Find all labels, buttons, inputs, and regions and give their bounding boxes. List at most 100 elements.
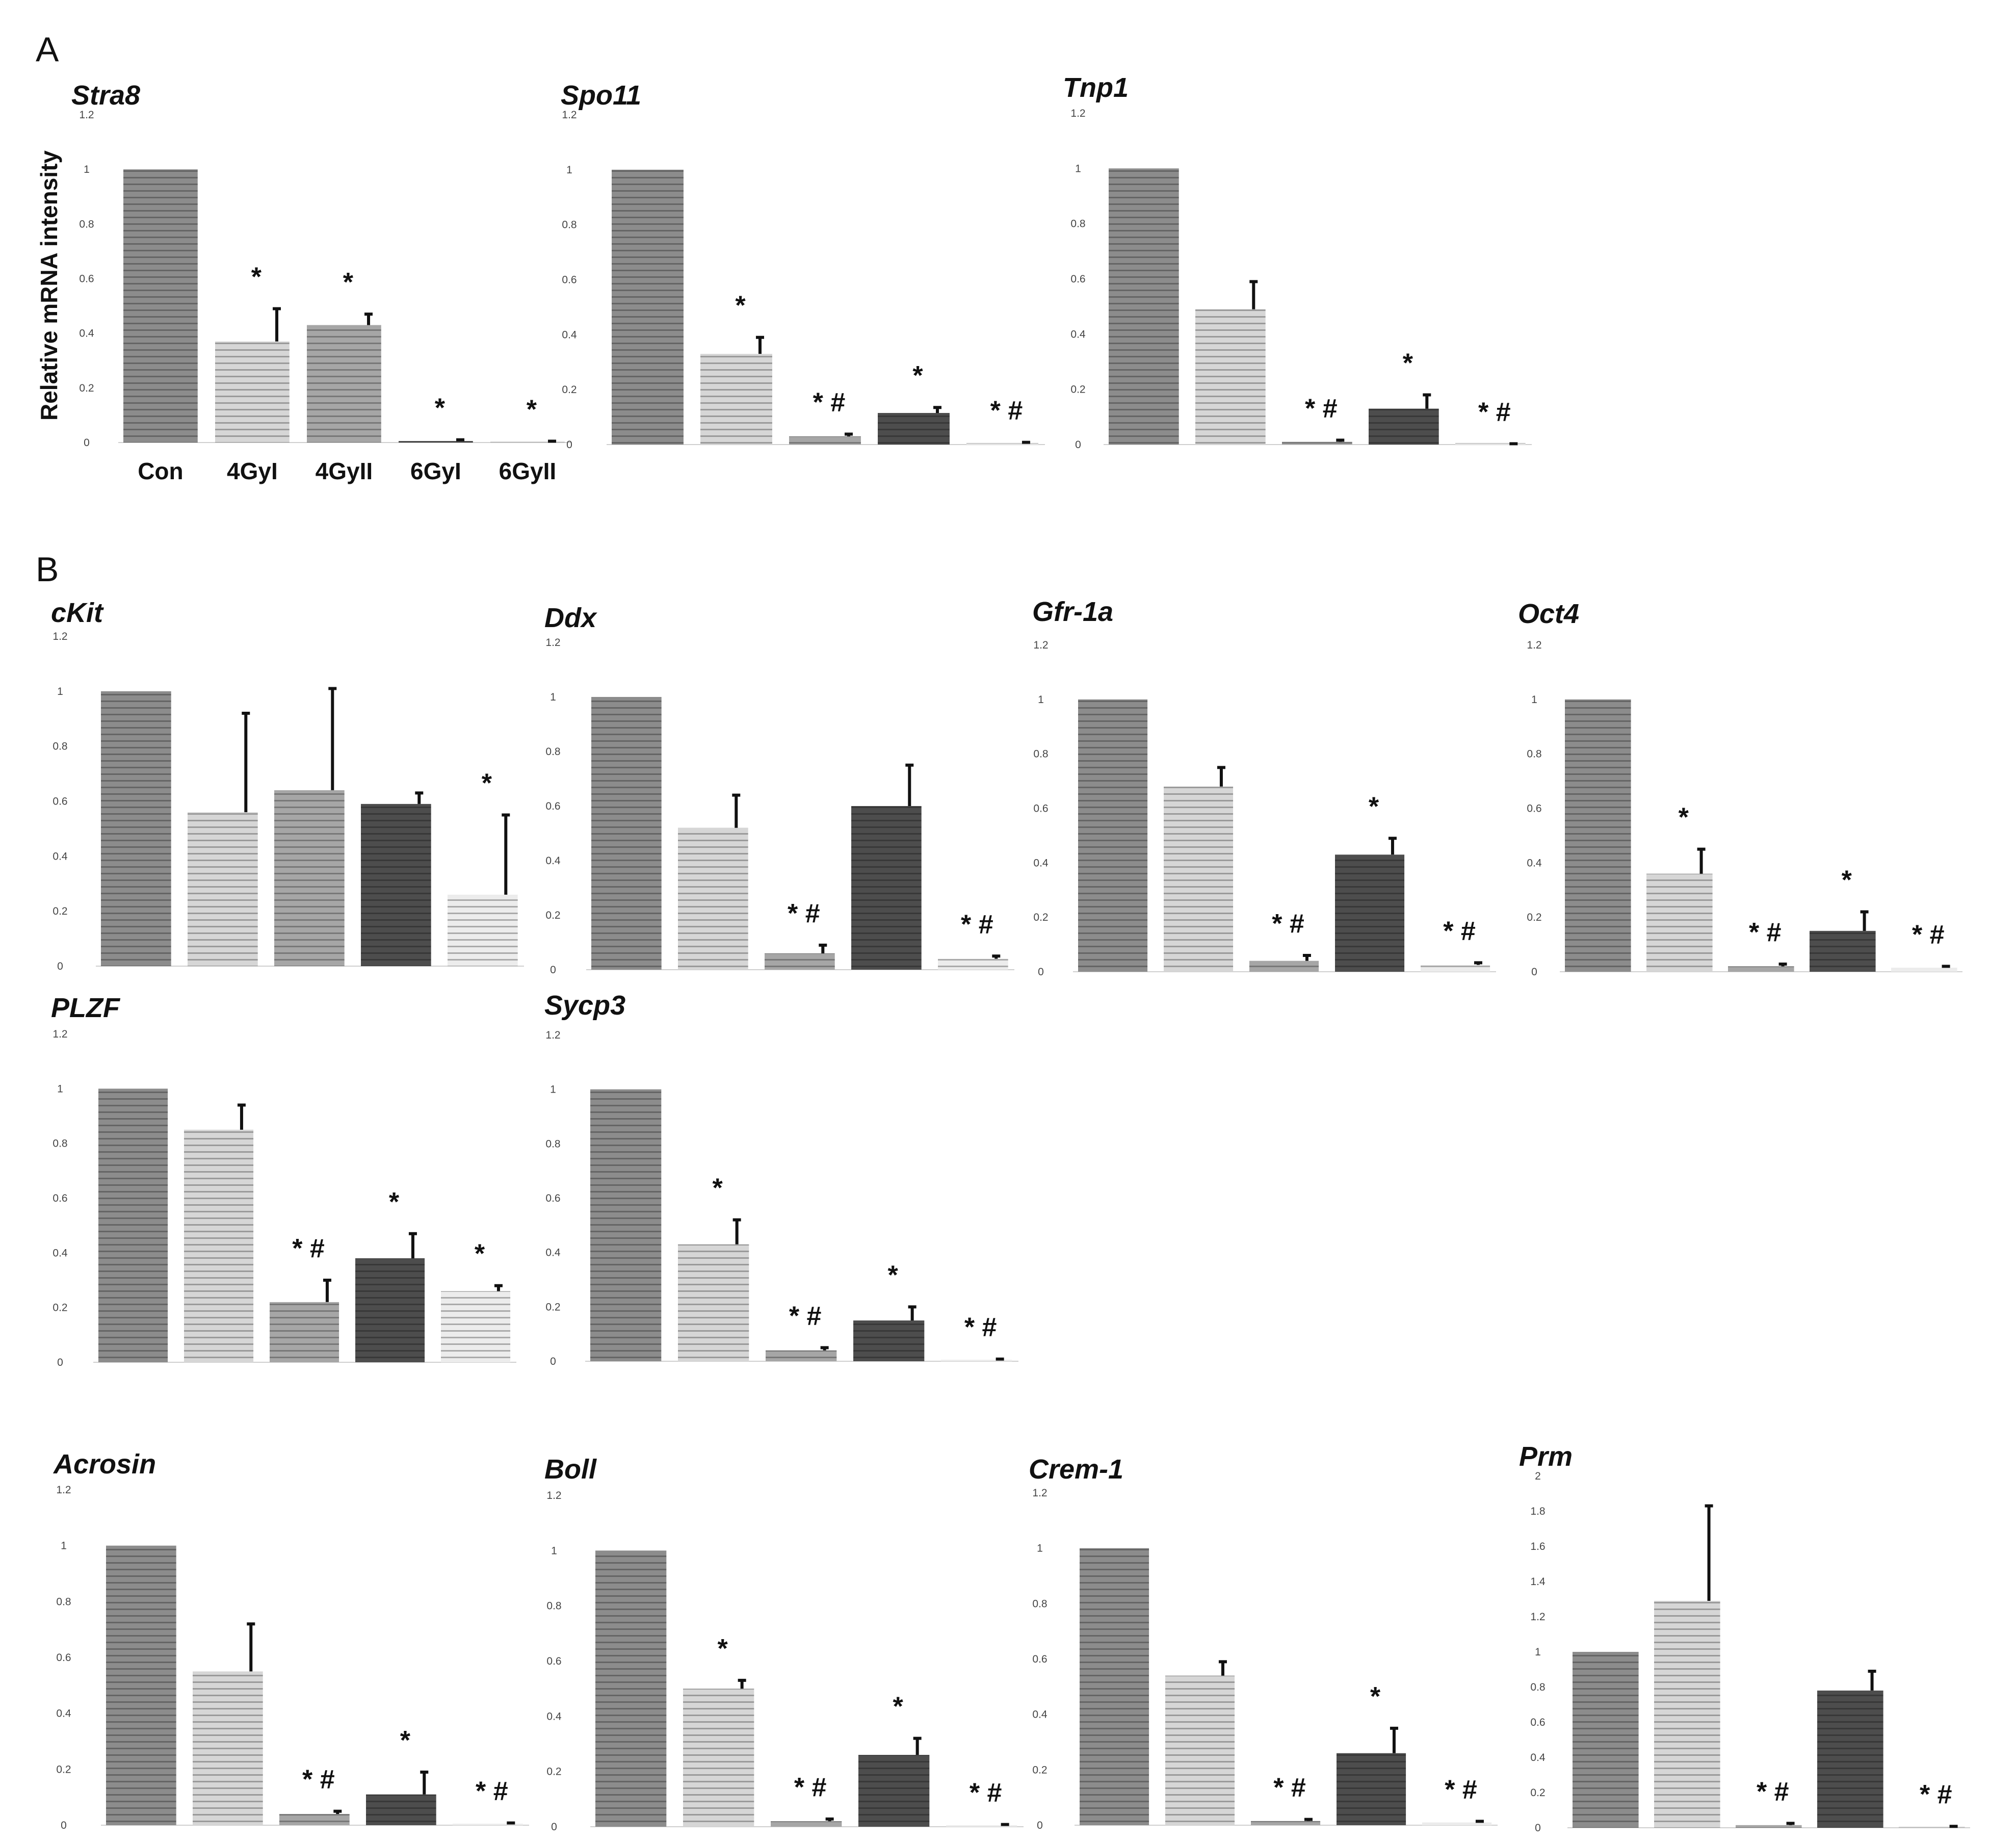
bar-con xyxy=(101,691,171,966)
bar-con xyxy=(590,1089,662,1361)
chart-prm: Prm 0 0.2 0.4 0.6 0.8 1 1.2 1.4 1.6 1.8 2 * # * # xyxy=(1519,1441,1970,1834)
y-tick-label: 1 xyxy=(57,1083,63,1095)
bar-4gyii xyxy=(279,1814,350,1825)
y-tick-label: 0.8 xyxy=(56,1596,71,1607)
significance-marker: * xyxy=(475,1239,485,1269)
bar-4gyii xyxy=(766,1350,837,1361)
significance-marker: * # xyxy=(1757,1777,1789,1806)
significance-marker: * xyxy=(343,268,354,297)
bar-6gyii xyxy=(966,443,1038,445)
chart-title: Tnp1 xyxy=(1063,72,1129,103)
bar-con xyxy=(612,169,684,445)
significance-marker: * # xyxy=(813,388,846,418)
significance-marker: * # xyxy=(789,1301,822,1331)
chart-title: Sycp3 xyxy=(544,990,625,1021)
bar-4gyi xyxy=(683,1689,754,1827)
significance-marker: * xyxy=(482,768,492,798)
significance-marker: * # xyxy=(476,1777,508,1806)
y-tick-label: 0.6 xyxy=(1032,1653,1047,1665)
bar-6gyii xyxy=(1899,1826,1965,1828)
bar-4gyi xyxy=(1195,309,1266,445)
panel-label-b: B xyxy=(36,550,59,589)
significance-marker: * # xyxy=(970,1778,1002,1808)
y-tick-label: 1.2 xyxy=(56,1484,71,1496)
bar-4gyi xyxy=(1165,1675,1235,1825)
significance-marker: * xyxy=(718,1634,728,1664)
y-tick-label: 0.6 xyxy=(79,273,94,285)
y-tick-label: 1.2 xyxy=(1530,1611,1545,1623)
y-tick-label: 0.8 xyxy=(53,1138,67,1150)
y-tick-label: 0.4 xyxy=(562,329,577,341)
y-tick-label: 1.2 xyxy=(546,1490,561,1501)
y-tick-label: 1.4 xyxy=(1530,1576,1546,1588)
bar-con xyxy=(595,1550,667,1827)
bar-6gyii xyxy=(938,958,1008,970)
chart-boll: Boll 0 0.2 0.4 0.6 0.8 1 1.2 * * # * * # xyxy=(544,1454,1024,1833)
y-tick-label: 1.6 xyxy=(1530,1541,1545,1552)
significance-marker: * # xyxy=(292,1234,325,1263)
bar-6gyi xyxy=(878,412,950,445)
significance-marker: * xyxy=(893,1692,904,1722)
bar-4gyii xyxy=(274,790,345,966)
y-tick-label: 0.8 xyxy=(545,1138,560,1150)
y-tick-label: 0.2 xyxy=(545,910,560,921)
y-tick-label: 1 xyxy=(84,164,90,175)
chart-title: Oct4 xyxy=(1518,599,1579,629)
chart-oct4: Oct4 0 0.2 0.4 0.6 0.8 1 1.2 * * # * * # xyxy=(1518,599,1962,978)
bar-con xyxy=(123,169,198,443)
bar-con xyxy=(591,697,662,970)
significance-marker: * # xyxy=(1912,920,1945,949)
y-tick-label: 0.4 xyxy=(1032,1709,1048,1721)
bar-con xyxy=(1080,1548,1149,1825)
bar-6gyi xyxy=(853,1320,925,1361)
chart-title: Boll xyxy=(544,1454,597,1485)
y-tick-label: 0.4 xyxy=(1530,1752,1546,1764)
bar-con xyxy=(106,1545,176,1825)
significance-marker: * # xyxy=(1273,1773,1306,1803)
y-tick-label: 1 xyxy=(1535,1646,1541,1658)
x-category-label: Con xyxy=(138,458,183,484)
bar-6gyi xyxy=(355,1258,425,1362)
y-tick-label: 0.8 xyxy=(53,741,67,753)
y-tick-label: 1 xyxy=(550,1084,556,1096)
bar-4gyi xyxy=(193,1671,263,1825)
significance-marker: * xyxy=(389,1187,400,1217)
panel-label-a: A xyxy=(36,30,59,69)
y-tick-label: 0.6 xyxy=(545,1192,560,1204)
chart-gfr-1a: Gfr-1a 0 0.2 0.4 0.6 0.8 1 1.2 * # * * # xyxy=(1032,597,1496,978)
y-tick-label: 0.8 xyxy=(1530,1681,1545,1693)
chart-title: Prm xyxy=(1519,1441,1573,1472)
y-tick-label: 0.4 xyxy=(53,850,68,862)
bar-4gyi xyxy=(1654,1600,1720,1828)
bar-6gyi xyxy=(1337,1753,1406,1825)
significance-marker: * xyxy=(1370,1682,1381,1712)
y-tick-label: 0.6 xyxy=(53,796,67,808)
y-tick-label: 0 xyxy=(61,1820,67,1831)
y-tick-label: 0 xyxy=(550,964,556,976)
chart-ddx: Ddx 0 0.2 0.4 0.6 0.8 1 1.2 * # * # xyxy=(544,603,1014,976)
significance-marker: * xyxy=(912,361,923,391)
significance-marker: * # xyxy=(961,910,993,939)
y-tick-label: 0.6 xyxy=(1033,803,1048,815)
chart-crem-1: Crem-1 0 0.2 0.4 0.6 0.8 1 1.2 * # * * # xyxy=(1029,1454,1498,1831)
y-tick-label: 0 xyxy=(57,961,63,972)
chart-plzf: PLZF 0 0.2 0.4 0.6 0.8 1 1.2 * # * * xyxy=(51,993,516,1368)
y-tick-label: 1 xyxy=(1075,163,1081,174)
y-tick-label: 0.2 xyxy=(53,1302,67,1314)
y-tick-label: 0.6 xyxy=(53,1192,67,1204)
y-tick-label: 0.4 xyxy=(79,328,94,340)
bar-6gyii xyxy=(441,1291,511,1362)
x-category-label: 4GyI xyxy=(227,458,278,484)
chart-title: Ddx xyxy=(544,603,597,633)
chart-acrosin: Acrosin 0 0.2 0.4 0.6 0.8 1 1.2 * # * * # xyxy=(53,1449,529,1831)
chart-title: cKit xyxy=(51,598,104,628)
y-tick-label: 0.6 xyxy=(562,274,577,286)
y-tick-label: 0.4 xyxy=(546,1710,562,1722)
bar-4gyii xyxy=(1282,442,1352,445)
significance-marker: * # xyxy=(794,1773,827,1802)
y-tick-label: 1 xyxy=(551,1545,557,1557)
y-tick-label: 0.2 xyxy=(546,1766,561,1778)
y-tick-label: 1.2 xyxy=(545,1029,560,1041)
y-tick-label: 0 xyxy=(566,439,572,451)
